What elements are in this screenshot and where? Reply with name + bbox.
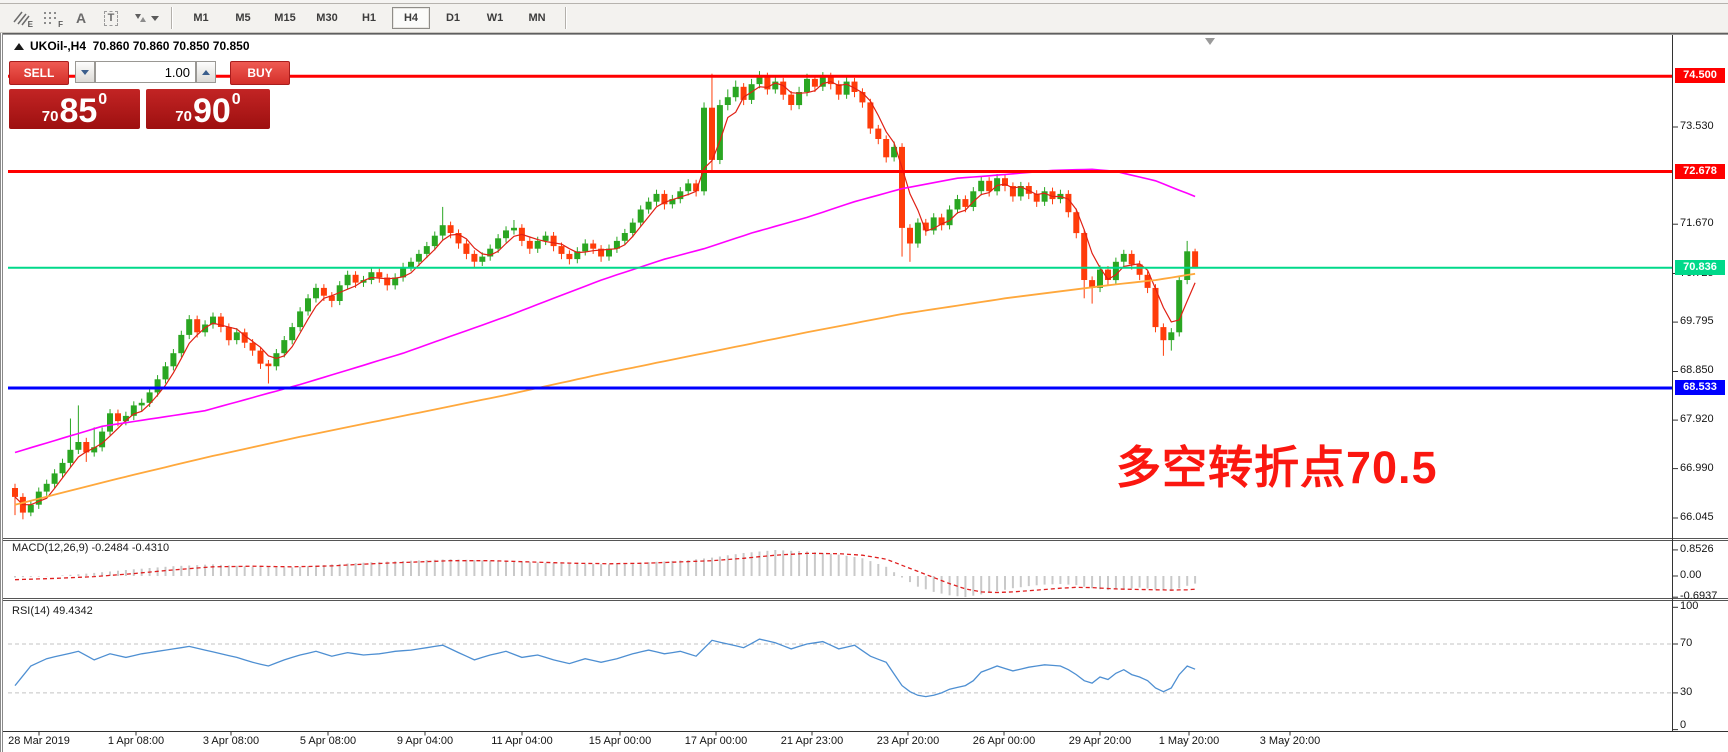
tool-dropdown-caret-icon[interactable] — [150, 15, 159, 21]
time-axis-label: 1 May 20:00 — [1158, 735, 1220, 747]
rsi-tick-label: 100 — [1680, 600, 1699, 613]
time-axis-label: 29 Apr 20:00 — [1068, 735, 1132, 747]
textbox-tool-button[interactable]: T — [96, 6, 126, 30]
sell-button-label: SELL — [23, 66, 55, 80]
timeframe-button-w1[interactable]: W1 — [486, 12, 504, 24]
time-axis-label: 1 Apr 08:00 — [107, 735, 165, 747]
toolbar-separator — [171, 7, 173, 29]
time-axis-label: 21 Apr 23:00 — [780, 735, 844, 747]
time-axis-label: 26 Apr 00:00 — [972, 735, 1036, 747]
time-axis-label: 28 Mar 2019 — [8, 735, 70, 747]
volume-decrease-button[interactable] — [75, 61, 95, 83]
rsi-tick-label: 30 — [1680, 685, 1693, 698]
timeframe-button-mn[interactable]: MN — [528, 12, 546, 24]
hatch-draw-tool-button[interactable]: E — [6, 6, 36, 30]
time-axis-label: 11 Apr 04:00 — [491, 735, 553, 747]
timeframe-group: M1 M5 M15 M30 H1 H4 D1 W1 MN — [180, 7, 558, 29]
one-click-collapse-icon[interactable] — [14, 42, 24, 50]
time-axis-label: 9 Apr 04:00 — [396, 735, 454, 747]
letter-a-icon: A — [75, 10, 87, 26]
macd-tick-label: -0.6937 — [1680, 590, 1718, 603]
timeframe-button-h4[interactable]: H4 — [392, 7, 430, 29]
timeframe-button-h1[interactable]: H1 — [361, 12, 377, 24]
buy-price-big: 90 — [192, 92, 231, 131]
buy-button-label: BUY — [247, 66, 273, 80]
buy-price-prefix: 70 — [175, 108, 192, 125]
rsi-indicator-label: RSI(14) 49.4342 — [12, 605, 93, 617]
time-axis-label: 3 May 20:00 — [1259, 735, 1321, 747]
chart-shift-marker-icon[interactable] — [1205, 38, 1215, 45]
volume-increase-button[interactable] — [196, 61, 216, 83]
macd-tick-label: 0.8526 — [1680, 542, 1714, 555]
timeframe-button-d1[interactable]: D1 — [445, 12, 461, 24]
chart-title: UKOil-,H4 70.860 70.860 70.850 70.850 — [14, 39, 250, 53]
chart-annotation-text: 多空转折点70.5 — [1116, 442, 1438, 493]
buy-price-quote[interactable]: 70 90 0 — [146, 89, 270, 129]
price-level-badge: 72.678 — [1675, 163, 1725, 179]
hatch-lines-icon — [13, 11, 30, 26]
chart-window: UKOil-,H4 70.860 70.860 70.850 70.850 SE… — [0, 33, 1728, 752]
timeframe-button-m5[interactable]: M5 — [235, 12, 251, 24]
buy-price-sup: 0 — [231, 91, 241, 108]
timeframe-button-m30[interactable]: M30 — [316, 12, 338, 24]
price-tick-label: 71.670 — [1680, 217, 1714, 230]
price-chart-canvas[interactable] — [0, 33, 1728, 752]
price-tick-label: 67.920 — [1680, 413, 1714, 426]
window-top-strip — [0, 0, 1728, 4]
macd-tick-label: 0.00 — [1680, 569, 1702, 581]
arrow-down-icon — [81, 69, 89, 75]
macd-indicator-label: MACD(12,26,9) -0.2484 -0.4310 — [12, 542, 170, 554]
sell-button[interactable]: SELL — [9, 61, 69, 85]
sell-price-prefix: 70 — [41, 108, 59, 125]
price-tick-label: 66.045 — [1680, 511, 1714, 524]
tool-sub-label: F — [58, 20, 63, 29]
price-tick-label: 66.990 — [1680, 461, 1714, 474]
main-toolbar: E F A T M1 M5 M15 M30 H1 H4 D1 — [0, 4, 1728, 33]
volume-input[interactable] — [95, 61, 196, 83]
sell-price-quote[interactable]: 70 85 0 — [9, 89, 140, 129]
boxed-t-icon: T — [103, 10, 119, 26]
price-tick-label: 73.530 — [1680, 120, 1714, 132]
arrows-shapes-tool-button[interactable] — [126, 6, 164, 30]
toolbar-separator — [565, 7, 567, 29]
time-axis-label: 17 Apr 00:00 — [684, 735, 748, 747]
rsi-tick-label: 0 — [1680, 719, 1687, 731]
tool-sub-label: E — [27, 20, 33, 29]
price-tick-label: 68.850 — [1680, 364, 1714, 377]
text-label-tool-button[interactable]: A — [66, 6, 96, 30]
price-tick-label: 69.795 — [1680, 315, 1714, 328]
time-axis-label: 15 Apr 00:00 — [588, 735, 652, 747]
grid-draw-tool-button[interactable]: F — [36, 6, 66, 30]
sell-price-sup: 0 — [98, 91, 108, 108]
sell-price-big: 85 — [59, 92, 98, 131]
arrows-shapes-icon — [134, 14, 146, 22]
time-axis-label: 3 Apr 08:00 — [202, 735, 260, 747]
time-axis-label: 5 Apr 08:00 — [299, 735, 357, 747]
chart-title-text: UKOil-,H4 70.860 70.860 70.850 70.850 — [30, 39, 250, 53]
time-axis-label: 23 Apr 20:00 — [876, 735, 940, 747]
price-level-badge: 68.533 — [1675, 380, 1725, 396]
chart-window-top-border — [0, 33, 1728, 35]
arrow-up-icon — [202, 69, 210, 75]
chart-window-left-border — [0, 33, 3, 752]
dotted-grid-icon — [44, 12, 56, 24]
timeframe-button-m1[interactable]: M1 — [193, 12, 209, 24]
buy-button[interactable]: BUY — [230, 61, 290, 85]
price-level-badge: 70.836 — [1675, 259, 1725, 275]
price-level-badge: 74.500 — [1675, 68, 1725, 84]
timeframe-button-m15[interactable]: M15 — [274, 12, 296, 24]
rsi-tick-label: 70 — [1680, 637, 1693, 649]
